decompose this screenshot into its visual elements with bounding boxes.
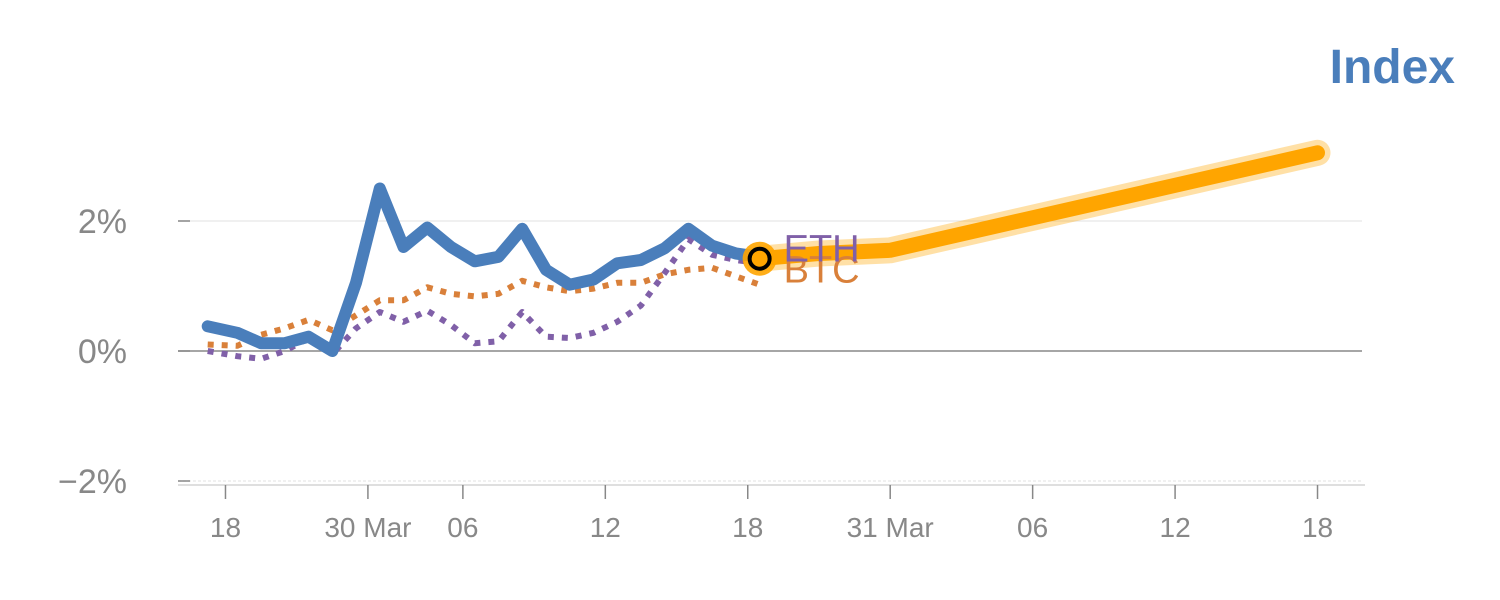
chart-title: Index (1330, 41, 1456, 94)
series-layer (201, 139, 1331, 362)
x-tick-label-2: 06 (447, 512, 478, 543)
y-tick-label-0: 2% (78, 203, 127, 241)
x-tick-label-7: 12 (1160, 512, 1191, 543)
x-tick-label-8: 18 (1302, 512, 1333, 543)
x-tick-label-4: 18 (732, 512, 763, 543)
x-tick-label-6: 06 (1017, 512, 1048, 543)
x-tick-label-3: 12 (590, 512, 621, 543)
axis-layer: 2% 0% −2% 18 30 Mar 06 12 18 31 Mar 06 12 18 (58, 203, 1365, 543)
series-index-line (201, 182, 766, 357)
x-tick-label-1: 30 Mar (324, 512, 411, 543)
x-tick-label-0: 18 (210, 512, 241, 543)
series-label-eth: ETH (784, 229, 860, 271)
x-tick-label-5: 31 Mar (847, 512, 934, 543)
current-marker (747, 246, 772, 271)
y-tick-label-2: −2% (58, 463, 127, 501)
series-btc-line (207, 264, 761, 349)
series-forecast-line (752, 145, 1325, 267)
y-tick-label-1: 0% (78, 333, 127, 371)
series-label-btc: BTC (784, 250, 860, 292)
